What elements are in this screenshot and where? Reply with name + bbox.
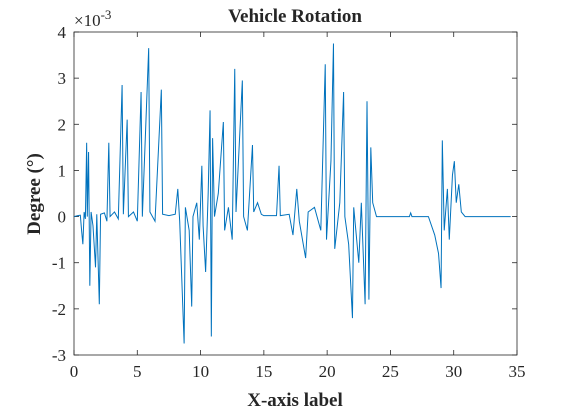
y-tick-label: -2	[52, 300, 66, 319]
y-scale: ×10-3	[74, 7, 111, 30]
y-tick-label: 1	[58, 161, 67, 180]
x-tick-label: 35	[509, 362, 526, 381]
x-tick-label: 10	[192, 362, 209, 381]
x-tick-label: 20	[319, 362, 336, 381]
x-tick-label: 0	[70, 362, 79, 381]
y-tick-label: 2	[58, 115, 67, 134]
chart-title: Vehicle Rotation	[228, 6, 362, 27]
x-axis-label: X-axis label	[247, 390, 343, 411]
x-tick-label: 5	[133, 362, 142, 381]
plot-area	[73, 31, 518, 356]
x-tick-label: 25	[382, 362, 399, 381]
y-tick-label: -1	[52, 254, 66, 273]
x-tick-label: 30	[445, 362, 462, 381]
y-axis-label: Degree (°)	[24, 153, 45, 235]
y-tick-label: -3	[52, 346, 66, 365]
y-tick-label: 3	[58, 69, 67, 88]
x-tick-label: 15	[255, 362, 272, 381]
y-tick-label: 0	[58, 208, 67, 227]
data-line	[73, 43, 511, 344]
y-scale-exponent: -3	[101, 7, 112, 22]
y-tick-label: 4	[58, 23, 67, 42]
y-scale-base: ×10	[74, 11, 101, 30]
